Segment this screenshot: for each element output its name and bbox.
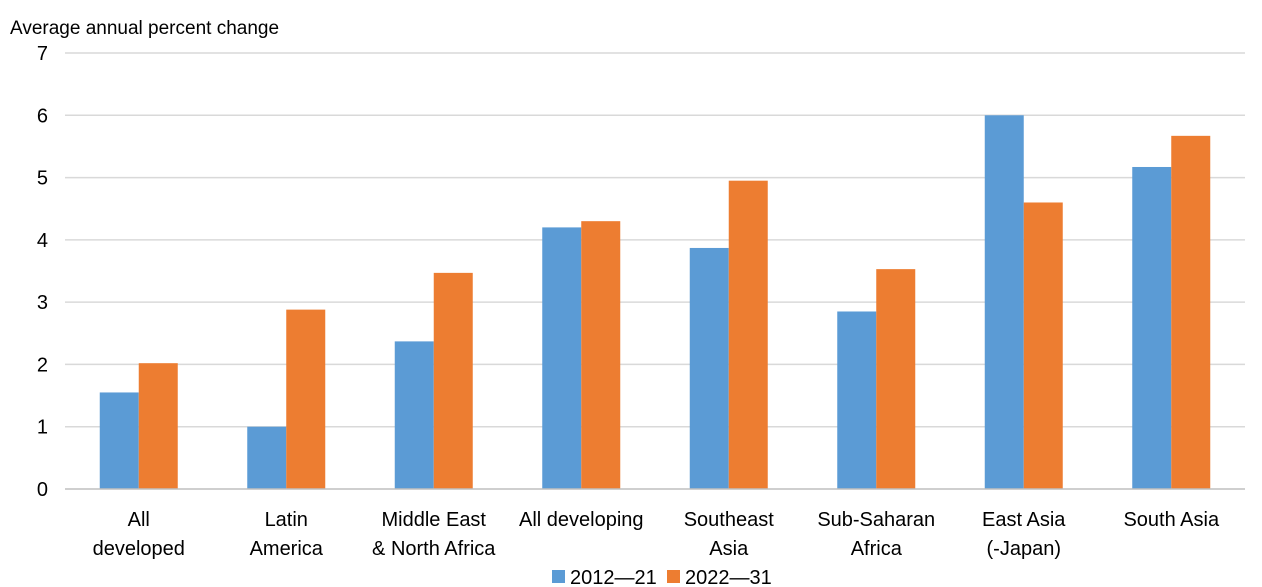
y-tick-label: 7 xyxy=(37,43,48,65)
legend-label-2: 2022—31 xyxy=(685,567,772,587)
x-category-label: developed xyxy=(93,538,185,560)
bar-series-2-cat-7 xyxy=(1023,202,1063,489)
bar-series-2-cat-8 xyxy=(1171,135,1211,489)
x-category-label: Africa xyxy=(851,538,903,560)
x-category-label: America xyxy=(250,538,324,560)
bar-series-2-cat-5 xyxy=(728,180,768,489)
legend-swatch-1 xyxy=(552,570,565,583)
y-tick-label: 5 xyxy=(37,168,48,190)
legend-swatch-2 xyxy=(667,570,680,583)
x-category-label: Middle East xyxy=(382,509,487,531)
x-category-label: All developing xyxy=(519,509,644,531)
bar-series-1-cat-1 xyxy=(99,392,139,489)
y-tick-label: 4 xyxy=(37,230,48,252)
x-category-label: (-Japan) xyxy=(987,538,1061,560)
x-category-label: All xyxy=(128,509,150,531)
bar-series-2-cat-1 xyxy=(138,363,178,489)
bar-series-1-cat-6 xyxy=(837,311,877,489)
y-tick-label: 1 xyxy=(37,417,48,439)
x-category-label: & North Africa xyxy=(372,538,496,560)
bar-series-1-cat-3 xyxy=(394,341,434,489)
y-tick-label: 2 xyxy=(37,354,48,376)
bar-series-1-cat-7 xyxy=(984,115,1024,490)
gridlines xyxy=(65,52,1245,428)
bar-series-2-cat-4 xyxy=(581,221,621,489)
y-axis-ticks: 0 1 2 3 4 5 6 7 xyxy=(37,43,48,501)
x-category-label: East Asia xyxy=(982,509,1066,531)
x-category-label: South Asia xyxy=(1123,509,1220,531)
y-axis-label: Average annual percent change xyxy=(10,18,279,39)
x-axis-categories: All developed Latin America Middle East & Nor… xyxy=(93,509,1220,560)
bar-series-2-cat-2 xyxy=(286,309,326,489)
x-category-label: Latin xyxy=(265,509,308,531)
x-category-label: Southeast xyxy=(684,509,775,531)
bar-series-1-cat-8 xyxy=(1132,166,1172,490)
legend-label-1: 2012—21 xyxy=(570,567,657,587)
y-tick-label: 6 xyxy=(37,105,48,127)
x-category-label: Asia xyxy=(709,538,749,560)
bar-series-2-cat-3 xyxy=(433,272,473,489)
x-category-label: Sub-Saharan xyxy=(817,509,935,531)
bars xyxy=(99,115,1211,490)
bar-series-2-cat-6 xyxy=(876,269,916,489)
legend: 2012—21 2022—31 xyxy=(552,567,772,587)
bar-series-1-cat-2 xyxy=(247,426,287,489)
bar-series-1-cat-5 xyxy=(689,247,729,489)
y-tick-label: 0 xyxy=(37,479,48,501)
bar-series-1-cat-4 xyxy=(542,227,582,489)
y-tick-label: 3 xyxy=(37,292,48,314)
